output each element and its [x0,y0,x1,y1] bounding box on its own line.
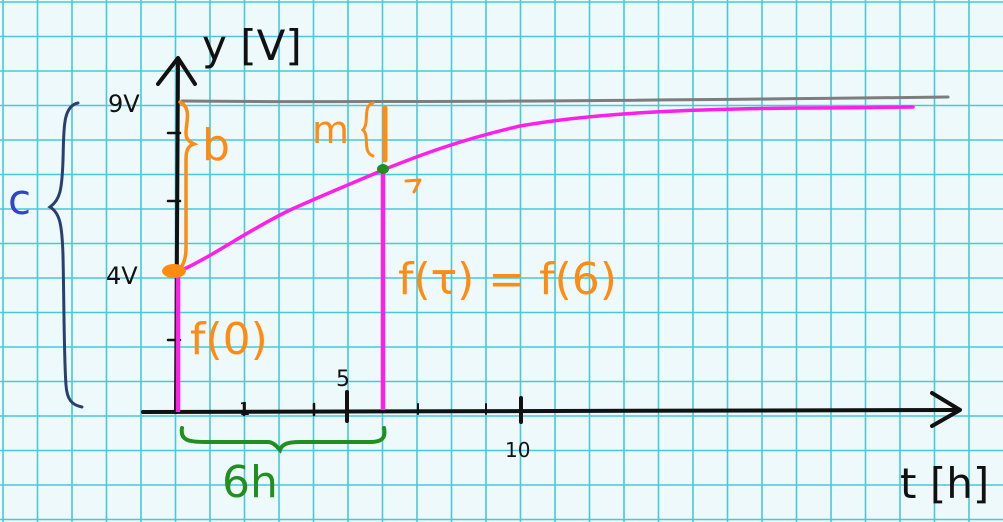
ftau-label: f(τ) = f(6) [398,254,617,305]
m-brace [360,101,375,158]
c-label: c [8,175,31,224]
b-brace [178,100,199,271]
axis-ticks [166,131,523,424]
y-label-9v: 9V [108,90,140,118]
f0-label: f(0) [190,314,268,365]
x-axis-line [141,408,960,414]
x-axis-arrowhead [930,391,962,428]
tick-label-1: 1 [239,399,250,420]
y-label-4v: 4V [106,262,138,290]
x-axis-label: t [h] [900,459,989,508]
y-axis-label: y [V] [202,21,302,70]
tick-label-5: 5 [336,367,350,392]
c-brace [47,101,84,409]
charging-curve [178,105,915,273]
tick-label-10: 10 [505,438,530,462]
six-hours-brace [179,426,387,454]
start-point-dot [162,264,186,278]
asymptote-line [180,95,950,104]
m-label: m [312,108,349,152]
tau-marker [404,178,422,194]
b-label: b [202,120,230,171]
six-hours-label: 6h [222,457,278,508]
axes [141,56,962,428]
tau-point-dot [377,164,389,174]
y-axis-arrowhead [156,56,197,86]
